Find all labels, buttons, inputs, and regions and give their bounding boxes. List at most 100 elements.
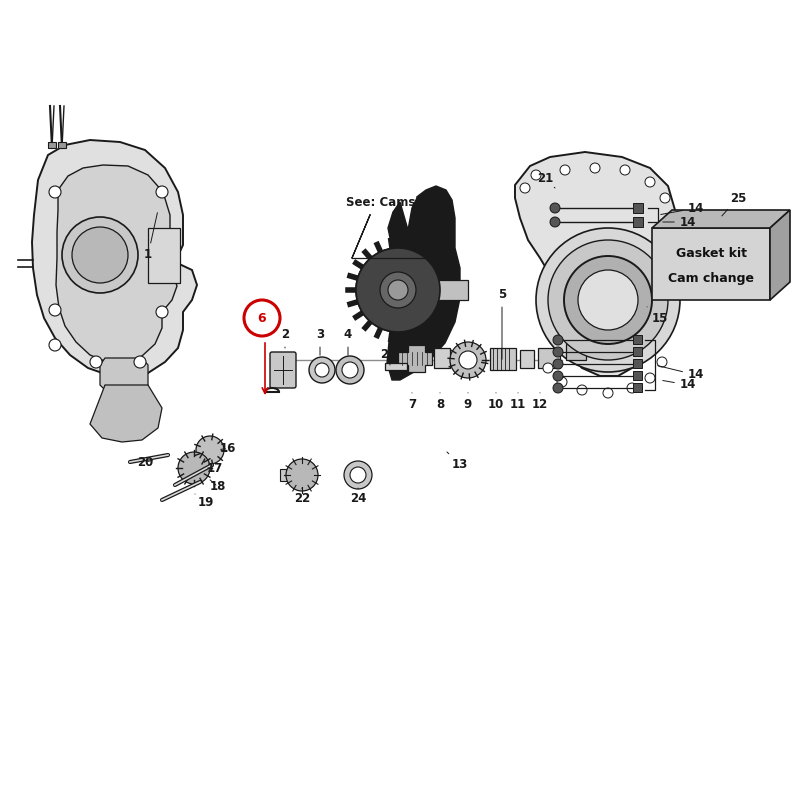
Circle shape	[344, 461, 372, 489]
Circle shape	[531, 170, 541, 180]
Bar	[633, 217, 643, 227]
FancyBboxPatch shape	[270, 352, 296, 388]
Circle shape	[660, 193, 670, 203]
Circle shape	[620, 165, 630, 175]
Circle shape	[49, 186, 61, 198]
Polygon shape	[515, 152, 675, 376]
Text: 13: 13	[447, 452, 468, 471]
Circle shape	[49, 339, 61, 351]
Text: 24: 24	[350, 488, 366, 505]
Text: 16: 16	[220, 442, 236, 454]
Circle shape	[578, 270, 638, 330]
Text: 14: 14	[662, 378, 696, 391]
Polygon shape	[56, 165, 177, 362]
Bar	[148, 228, 180, 283]
Circle shape	[196, 436, 224, 464]
Text: 11: 11	[510, 393, 526, 411]
Text: 4: 4	[344, 329, 352, 355]
Circle shape	[178, 452, 210, 484]
Polygon shape	[652, 210, 790, 228]
Circle shape	[603, 388, 613, 398]
Circle shape	[315, 363, 329, 377]
Bar	[652, 228, 770, 300]
Circle shape	[350, 467, 366, 483]
Text: 23: 23	[380, 349, 396, 365]
Circle shape	[553, 335, 563, 345]
Text: 12: 12	[532, 393, 548, 411]
Polygon shape	[90, 385, 162, 442]
Bar	[633, 347, 642, 356]
Polygon shape	[770, 210, 790, 300]
Circle shape	[459, 351, 477, 369]
Circle shape	[336, 356, 364, 384]
Circle shape	[543, 363, 553, 373]
Bar	[520, 350, 534, 368]
Circle shape	[286, 459, 318, 491]
Text: 21: 21	[537, 171, 555, 188]
Bar	[633, 371, 642, 380]
Circle shape	[450, 342, 486, 378]
Circle shape	[553, 383, 563, 393]
Bar	[633, 335, 642, 344]
Circle shape	[645, 177, 655, 187]
Text: 14: 14	[658, 366, 704, 382]
Text: 7: 7	[408, 393, 416, 411]
Polygon shape	[398, 345, 432, 372]
Text: 3: 3	[316, 329, 324, 355]
Text: 25: 25	[722, 191, 746, 216]
Circle shape	[309, 357, 335, 383]
Bar	[378, 282, 398, 298]
Polygon shape	[387, 186, 460, 380]
Text: 5: 5	[498, 289, 506, 359]
Circle shape	[590, 163, 600, 173]
Bar	[566, 344, 586, 360]
Circle shape	[380, 272, 416, 308]
Bar	[633, 203, 643, 213]
Text: 14: 14	[662, 215, 696, 229]
Polygon shape	[100, 358, 148, 390]
Bar	[48, 142, 56, 148]
Bar	[633, 359, 642, 368]
Text: 10: 10	[488, 393, 504, 411]
Circle shape	[564, 256, 652, 344]
Circle shape	[156, 306, 168, 318]
Bar	[538, 348, 560, 368]
Bar	[398, 280, 468, 300]
Bar	[58, 142, 66, 148]
Circle shape	[388, 280, 408, 300]
Circle shape	[548, 240, 668, 360]
Bar	[490, 348, 516, 370]
Circle shape	[536, 228, 680, 372]
Bar	[434, 348, 450, 368]
Circle shape	[553, 371, 563, 381]
Text: 19: 19	[195, 494, 214, 509]
Circle shape	[134, 356, 146, 368]
Text: 6: 6	[258, 311, 266, 325]
Circle shape	[49, 304, 61, 316]
Circle shape	[62, 217, 138, 293]
Bar	[385, 363, 407, 370]
Text: 8: 8	[436, 393, 444, 411]
Circle shape	[577, 385, 587, 395]
Circle shape	[553, 359, 563, 369]
Text: 15: 15	[647, 307, 668, 325]
Text: 9: 9	[464, 393, 472, 411]
Circle shape	[356, 248, 440, 332]
Circle shape	[557, 377, 567, 387]
Text: 2: 2	[281, 329, 289, 348]
Text: 22: 22	[294, 488, 310, 505]
Circle shape	[156, 186, 168, 198]
Polygon shape	[32, 140, 197, 378]
Circle shape	[342, 362, 358, 378]
Text: 17: 17	[207, 462, 223, 474]
Circle shape	[553, 347, 563, 357]
Circle shape	[627, 383, 637, 393]
Text: 20: 20	[137, 455, 153, 469]
Circle shape	[667, 213, 677, 223]
Bar	[280, 469, 302, 481]
Bar	[633, 383, 642, 392]
Circle shape	[356, 248, 440, 332]
Circle shape	[560, 165, 570, 175]
Circle shape	[645, 373, 655, 383]
Text: 1: 1	[144, 213, 158, 262]
